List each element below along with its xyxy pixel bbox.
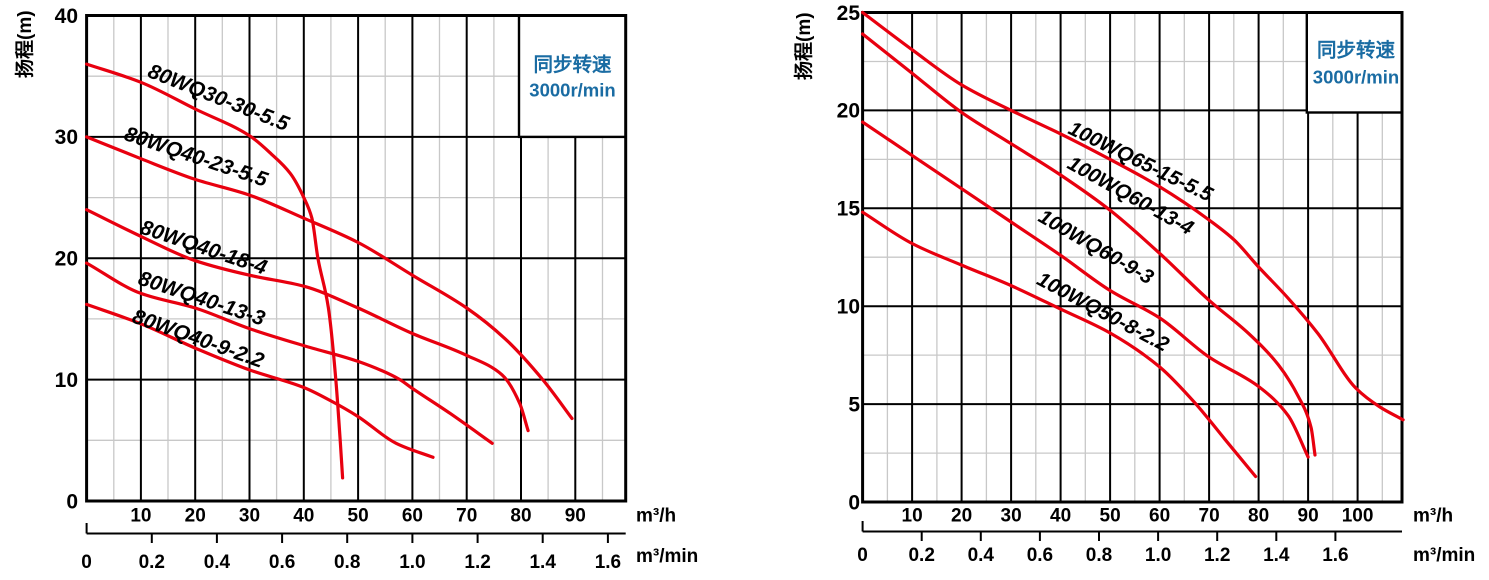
svg-text:10: 10 — [837, 296, 860, 319]
svg-text:3000r/min: 3000r/min — [529, 80, 615, 101]
svg-text:扬程(m): 扬程(m) — [13, 10, 36, 78]
svg-text:0.4: 0.4 — [204, 552, 231, 573]
svg-text:100: 100 — [1342, 506, 1374, 527]
svg-text:30: 30 — [239, 506, 260, 527]
svg-text:0: 0 — [81, 552, 92, 573]
svg-text:m³/min: m³/min — [1413, 545, 1475, 566]
svg-text:30: 30 — [1001, 506, 1022, 527]
svg-text:20: 20 — [951, 506, 972, 527]
svg-text:0.2: 0.2 — [908, 545, 934, 566]
svg-text:0.8: 0.8 — [334, 552, 360, 573]
svg-text:1.4: 1.4 — [529, 552, 556, 573]
svg-text:3000r/min: 3000r/min — [1313, 67, 1399, 88]
svg-text:50: 50 — [1100, 506, 1121, 527]
svg-text:1.0: 1.0 — [1145, 545, 1171, 566]
svg-text:m³/min: m³/min — [636, 546, 698, 567]
svg-text:10: 10 — [55, 369, 78, 392]
svg-text:30: 30 — [55, 126, 78, 149]
svg-text:40: 40 — [55, 5, 78, 28]
svg-text:25: 25 — [837, 2, 861, 25]
svg-text:15: 15 — [837, 198, 861, 221]
svg-text:同步转速: 同步转速 — [533, 53, 612, 76]
svg-text:0.6: 0.6 — [269, 552, 295, 573]
svg-text:40: 40 — [293, 506, 314, 527]
svg-text:90: 90 — [565, 506, 586, 527]
svg-text:20: 20 — [185, 506, 206, 527]
svg-text:0.4: 0.4 — [968, 545, 995, 566]
svg-text:70: 70 — [1199, 506, 1220, 527]
svg-text:m³/h: m³/h — [1413, 506, 1453, 527]
svg-text:60: 60 — [402, 506, 423, 527]
svg-text:0: 0 — [66, 490, 78, 513]
svg-text:10: 10 — [902, 506, 923, 527]
svg-text:0: 0 — [857, 545, 868, 566]
svg-text:1.2: 1.2 — [464, 552, 490, 573]
svg-text:0.6: 0.6 — [1027, 545, 1053, 566]
svg-text:同步转速: 同步转速 — [1317, 39, 1396, 62]
svg-text:1.6: 1.6 — [1322, 545, 1348, 566]
svg-text:80: 80 — [1248, 506, 1269, 527]
svg-text:70: 70 — [456, 506, 477, 527]
svg-text:1.4: 1.4 — [1263, 545, 1290, 566]
svg-text:20: 20 — [837, 100, 860, 123]
svg-text:80: 80 — [510, 506, 531, 527]
svg-text:90: 90 — [1298, 506, 1319, 527]
svg-text:1.6: 1.6 — [595, 552, 621, 573]
svg-text:60: 60 — [1149, 506, 1170, 527]
svg-text:50: 50 — [348, 506, 369, 527]
svg-text:20: 20 — [55, 248, 78, 271]
svg-text:m³/h: m³/h — [636, 506, 676, 527]
svg-text:0.2: 0.2 — [139, 552, 165, 573]
svg-text:1.2: 1.2 — [1204, 545, 1230, 566]
svg-text:40: 40 — [1050, 506, 1071, 527]
svg-text:10: 10 — [130, 506, 151, 527]
svg-text:1.0: 1.0 — [399, 552, 425, 573]
svg-text:0: 0 — [848, 491, 860, 514]
svg-text:5: 5 — [848, 393, 860, 416]
svg-text:扬程(m): 扬程(m) — [792, 12, 815, 80]
svg-text:0.8: 0.8 — [1086, 545, 1112, 566]
